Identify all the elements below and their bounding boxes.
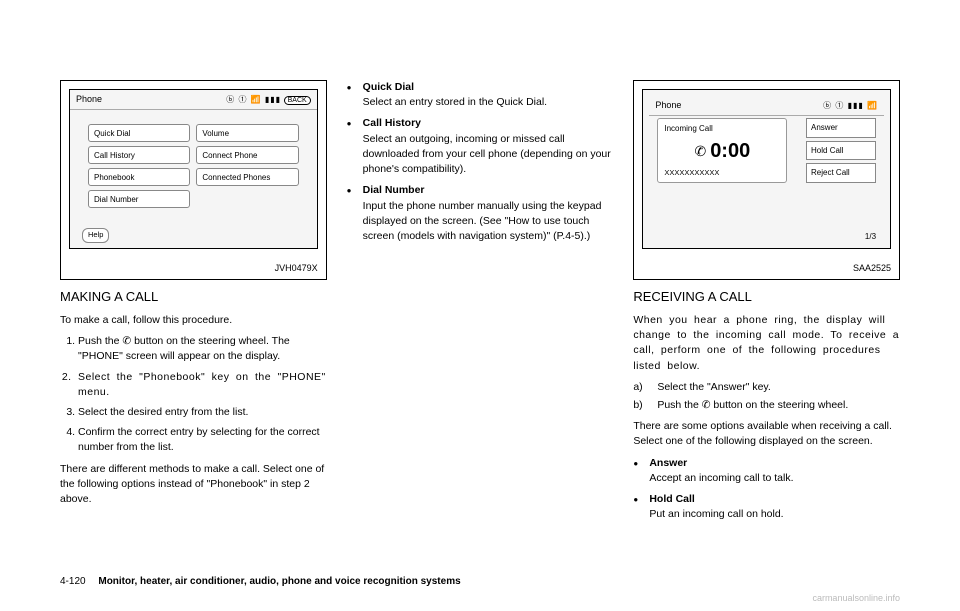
- option-call-history: Call History Select an outgoing, incomin…: [347, 116, 614, 177]
- action-title: Hold Call: [649, 492, 900, 507]
- receive-actions-list: Answer Accept an incoming call to talk. …: [633, 456, 900, 523]
- screen-titlebar: Phone ⓑ ① 📶 ▮▮▮ BACK: [70, 90, 317, 110]
- back-button: BACK: [284, 96, 311, 105]
- action-answer: Answer: [806, 118, 876, 138]
- footer-page-number: 4-120: [60, 576, 86, 587]
- receive-opt-a: a) Select the "Answer" key.: [633, 380, 900, 395]
- incoming-row: ✆ 0:00: [664, 135, 780, 168]
- option-title: Dial Number: [363, 183, 614, 198]
- phone-icon: ✆: [694, 141, 706, 161]
- step-3: Select the desired entry from the list.: [78, 405, 327, 420]
- menu-phonebook: Phonebook: [88, 168, 190, 186]
- option-title: Quick Dial: [363, 80, 614, 95]
- column-1: Phone ⓑ ① 📶 ▮▮▮ BACK Quick Dial Volume C…: [60, 80, 327, 550]
- status-icons: ⓑ ① 📶 ▮▮▮: [226, 95, 281, 104]
- sub-letter: b): [633, 398, 657, 413]
- footer-section: Monitor, heater, air conditioner, audio,…: [98, 576, 460, 587]
- incoming-panel: Incoming Call ✆ 0:00 XXXXXXXXXXX: [657, 118, 787, 183]
- page-footer: 4-120 Monitor, heater, air conditioner, …: [60, 576, 461, 587]
- watermark: carmanualsonline.info: [812, 593, 900, 603]
- column-3: Phone ⓑ ① ▮▮▮ 📶 Incoming Call ✆ 0:00 XXX…: [633, 80, 900, 550]
- menu-call-history: Call History: [88, 146, 190, 164]
- option-body: Select an outgoing, incoming or missed c…: [363, 132, 614, 178]
- incoming-number: XXXXXXXXXXX: [664, 168, 780, 179]
- menu-quick-dial: Quick Dial: [88, 124, 190, 142]
- heading-receiving-call: RECEIVING A CALL: [633, 288, 900, 307]
- receive-opt-b: b) Push the ✆ button on the steering whe…: [633, 398, 900, 413]
- action-reject: Reject Call: [806, 163, 876, 183]
- figure-id: SAA2525: [853, 262, 891, 275]
- action-body: Put an incoming call on hold.: [649, 507, 900, 522]
- screen-incoming: Phone ⓑ ① ▮▮▮ 📶 Incoming Call ✆ 0:00 XXX…: [642, 89, 891, 249]
- screen-title: Phone: [655, 99, 681, 112]
- step-1: Push the ✆ button on the steering wheel.…: [78, 334, 327, 364]
- column-2: Quick Dial Select an entry stored in the…: [347, 80, 614, 550]
- menu-connect-phone: Connect Phone: [196, 146, 298, 164]
- action-hold: Hold Call: [806, 141, 876, 161]
- sub-letter: a): [633, 380, 657, 395]
- menu-connected-phones: Connected Phones: [196, 168, 298, 186]
- screen-status: ⓑ ① 📶 ▮▮▮ BACK: [226, 93, 310, 106]
- figure-incoming-call: Phone ⓑ ① ▮▮▮ 📶 Incoming Call ✆ 0:00 XXX…: [633, 80, 900, 280]
- option-body: Select an entry stored in the Quick Dial…: [363, 95, 614, 110]
- receive-options: a) Select the "Answer" key. b) Push the …: [633, 380, 900, 413]
- figure-id: JVH0479X: [275, 262, 318, 275]
- page-content: Phone ⓑ ① 📶 ▮▮▮ BACK Quick Dial Volume C…: [60, 80, 900, 550]
- incoming-label: Incoming Call: [664, 123, 780, 135]
- screen-titlebar: Phone ⓑ ① ▮▮▮ 📶: [649, 96, 884, 116]
- options-list: Quick Dial Select an entry stored in the…: [347, 80, 614, 244]
- option-dial-number: Dial Number Input the phone number manua…: [347, 183, 614, 244]
- sub-text: Push the ✆ button on the steering wheel.: [657, 398, 848, 413]
- menu-volume: Volume: [196, 124, 298, 142]
- incoming-time: 0:00: [710, 137, 750, 166]
- receiving-p2: There are some options available when re…: [633, 419, 900, 449]
- menu-dial-number: Dial Number: [88, 190, 190, 208]
- sub-text: Select the "Answer" key.: [657, 380, 770, 395]
- screen-phone-menu: Phone ⓑ ① 📶 ▮▮▮ BACK Quick Dial Volume C…: [69, 89, 318, 249]
- intro-text: To make a call, follow this procedure.: [60, 313, 327, 328]
- receiving-p1: When you hear a phone ring, the display …: [633, 313, 900, 374]
- option-body: Input the phone number manually using th…: [363, 199, 614, 245]
- action-answer-item: Answer Accept an incoming call to talk.: [633, 456, 900, 486]
- page-indicator: 1/3: [865, 231, 876, 243]
- action-hold-item: Hold Call Put an incoming call on hold.: [633, 492, 900, 522]
- heading-making-call: MAKING A CALL: [60, 288, 327, 307]
- steps-list: Push the ✆ button on the steering wheel.…: [60, 334, 327, 456]
- action-panel: Answer Hold Call Reject Call: [806, 118, 876, 186]
- status-icons: ⓑ ① ▮▮▮ 📶: [823, 100, 878, 112]
- outro-text: There are different methods to make a ca…: [60, 462, 327, 508]
- step-2: Select the "Phonebook" key on the "PHONE…: [78, 370, 327, 400]
- option-title: Call History: [363, 116, 614, 131]
- figure-phone-menu: Phone ⓑ ① 📶 ▮▮▮ BACK Quick Dial Volume C…: [60, 80, 327, 280]
- step-4: Confirm the correct entry by selecting f…: [78, 425, 327, 455]
- menu-grid: Quick Dial Volume Call History Connect P…: [70, 110, 317, 212]
- option-quick-dial: Quick Dial Select an entry stored in the…: [347, 80, 614, 110]
- help-button: Help: [82, 228, 109, 243]
- action-title: Answer: [649, 456, 900, 471]
- screen-title: Phone: [76, 93, 102, 106]
- action-body: Accept an incoming call to talk.: [649, 471, 900, 486]
